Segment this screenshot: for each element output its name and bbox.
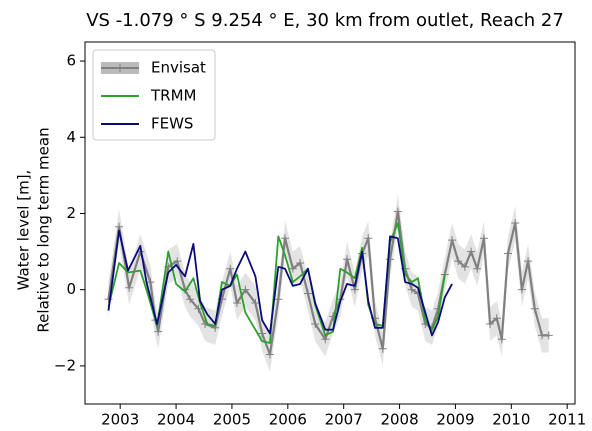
point-marker	[281, 234, 290, 243]
point-marker	[274, 295, 283, 304]
point-marker	[503, 249, 512, 258]
point-marker	[343, 255, 352, 264]
x-tick-label: 2003	[101, 411, 139, 429]
point-marker	[258, 329, 267, 338]
point-marker	[407, 285, 416, 294]
series-line	[107, 229, 453, 337]
y-axis-label: Relative to long term mean	[35, 127, 53, 332]
x-tick-label: 2006	[269, 411, 307, 429]
point-marker	[311, 319, 320, 328]
point-marker	[524, 257, 533, 266]
point-marker	[486, 319, 495, 328]
point-marker	[125, 283, 134, 292]
legend-label: FEWS	[151, 115, 193, 133]
x-tick-label: 2004	[157, 411, 195, 429]
point-marker	[303, 289, 312, 298]
legend-marker	[116, 64, 124, 72]
point-marker	[473, 264, 482, 273]
point-marker	[538, 331, 547, 340]
point-marker	[251, 299, 260, 308]
y-axis-label: Water level [m],	[15, 170, 33, 291]
point-marker	[460, 262, 469, 271]
point-marker	[544, 331, 553, 340]
point-marker	[321, 335, 330, 344]
point-marker	[454, 257, 463, 266]
point-marker	[378, 344, 387, 353]
point-marker	[511, 219, 520, 227]
point-marker	[288, 264, 297, 273]
point-marker	[146, 278, 155, 287]
x-tick-label: 2009	[436, 411, 474, 429]
y-tick-label: 6	[66, 52, 76, 70]
point-marker	[497, 335, 506, 344]
legend-label: Envisat	[151, 59, 206, 77]
series-line	[107, 222, 446, 344]
point-marker	[350, 285, 359, 294]
point-marker	[448, 236, 457, 245]
y-tick-label: −2	[54, 356, 76, 374]
point-marker	[296, 259, 305, 268]
x-tick-label: 2005	[213, 411, 251, 429]
plot-frame	[84, 41, 576, 405]
point-marker	[492, 314, 501, 323]
point-marker	[241, 285, 250, 294]
point-marker	[530, 304, 539, 313]
chart-title: VS -1.079 ° S 9.254 ° E, 30 km from outl…	[86, 10, 564, 31]
x-tick-label: 2008	[380, 411, 418, 429]
point-marker	[364, 234, 373, 243]
x-tick-label: 2010	[492, 411, 530, 429]
point-marker	[115, 222, 124, 231]
point-marker	[393, 207, 402, 216]
legend-label: TRMM	[150, 87, 196, 105]
point-marker	[194, 304, 203, 313]
point-marker	[265, 350, 274, 359]
point-marker	[226, 264, 235, 273]
point-marker	[479, 234, 488, 243]
point-marker	[173, 257, 182, 266]
y-tick-label: 0	[66, 280, 76, 298]
point-marker	[154, 327, 163, 336]
x-tick-label: 2011	[548, 411, 586, 429]
y-tick-label: 4	[66, 128, 76, 146]
point-marker	[467, 247, 476, 256]
y-tick-label: 2	[66, 204, 76, 222]
point-marker	[186, 295, 195, 304]
x-tick-label: 2007	[325, 411, 363, 429]
uncertainty-band	[108, 194, 549, 372]
point-marker	[232, 299, 241, 308]
point-marker	[517, 285, 526, 294]
